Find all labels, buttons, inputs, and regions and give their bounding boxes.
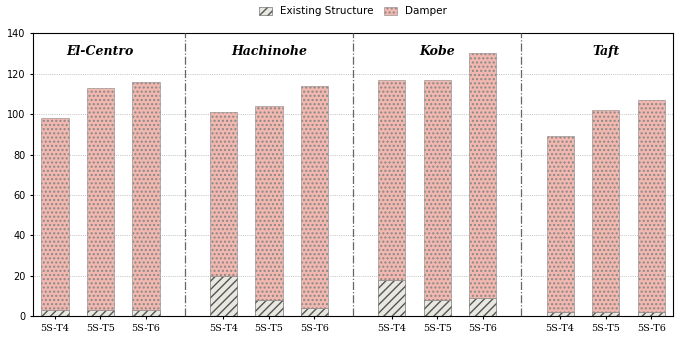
Text: El-Centro: El-Centro: [67, 45, 134, 58]
Bar: [592, 312, 619, 317]
Bar: [133, 310, 160, 317]
Bar: [547, 312, 574, 317]
Bar: [41, 118, 69, 310]
Bar: [469, 53, 496, 298]
Bar: [301, 86, 328, 308]
Bar: [638, 100, 665, 312]
Bar: [133, 82, 160, 310]
Text: Kobe: Kobe: [420, 45, 455, 58]
Bar: [255, 106, 282, 300]
Bar: [209, 276, 237, 317]
Text: Hachinohe: Hachinohe: [231, 45, 307, 58]
Bar: [469, 298, 496, 317]
Bar: [41, 310, 69, 317]
Bar: [301, 308, 328, 317]
Bar: [87, 88, 114, 310]
Bar: [255, 300, 282, 317]
Bar: [547, 136, 574, 312]
Bar: [638, 312, 665, 317]
Bar: [209, 112, 237, 276]
Bar: [424, 80, 451, 300]
Bar: [378, 280, 405, 317]
Legend: Existing Structure, Damper: Existing Structure, Damper: [257, 4, 449, 19]
Bar: [87, 310, 114, 317]
Bar: [592, 110, 619, 312]
Bar: [378, 80, 405, 280]
Text: Taft: Taft: [592, 45, 619, 58]
Bar: [424, 300, 451, 317]
